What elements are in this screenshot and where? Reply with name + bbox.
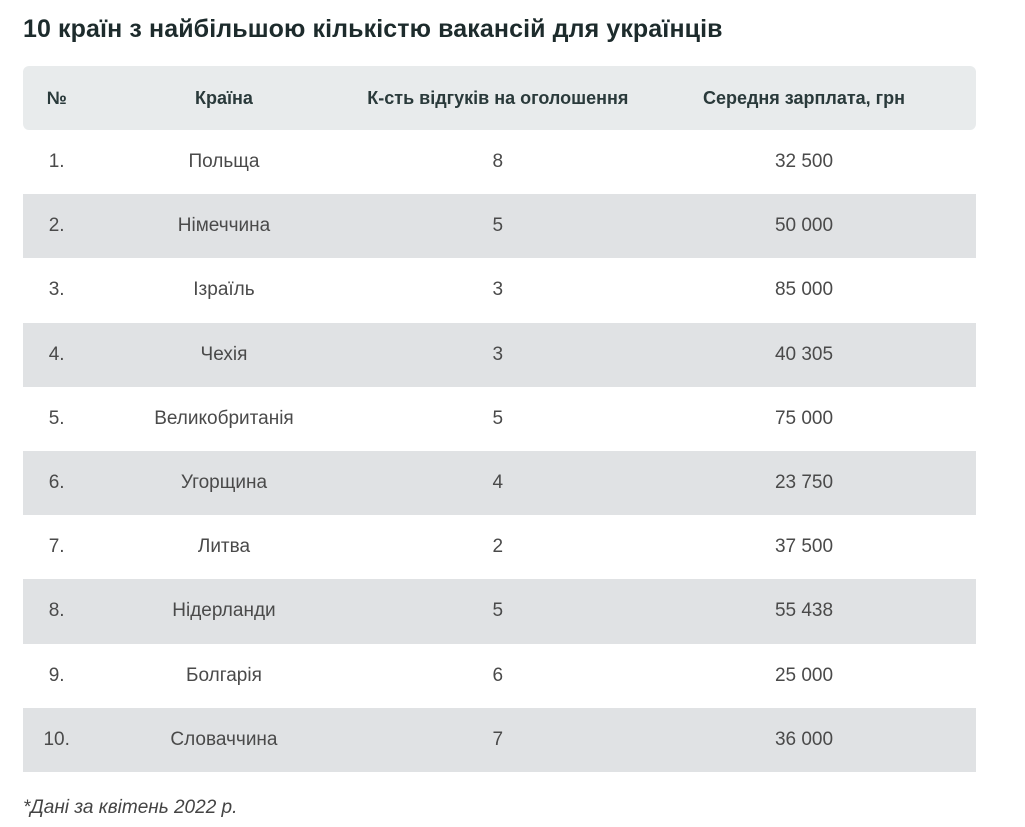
row-country: Чехія — [200, 343, 248, 365]
row-responses: 3 — [492, 279, 504, 301]
row-country: Німеччина — [177, 215, 271, 237]
header-number: № — [46, 88, 67, 108]
row-country: Нідерланди — [172, 600, 276, 622]
row-salary: 75 000 — [774, 407, 834, 429]
table-row: 4. Чехія 3 40 305 — [23, 322, 976, 387]
row-country: Болгарія — [186, 664, 262, 686]
row-responses: 7 — [492, 728, 504, 750]
row-responses: 8 — [492, 151, 504, 173]
row-country: Ізраїль — [193, 279, 255, 301]
row-responses: 5 — [492, 600, 504, 622]
table-row: 6. Угорщина 4 23 750 — [23, 450, 976, 516]
row-country: Словаччина — [170, 728, 278, 750]
row-number: 9. — [48, 664, 65, 686]
row-salary: 40 305 — [774, 343, 834, 365]
row-responses: 4 — [492, 472, 504, 494]
row-number: 7. — [48, 536, 65, 558]
header-responses: К-сть відгуків на оголошення — [367, 88, 629, 108]
table-row: 1. Польща 8 32 500 — [23, 130, 976, 194]
table-row: 5. Великобританія 5 75 000 — [23, 387, 976, 451]
row-salary: 55 438 — [774, 600, 834, 622]
row-salary: 23 750 — [774, 472, 834, 494]
row-country: Литва — [197, 536, 251, 558]
table-row: 9. Болгарія 6 25 000 — [23, 644, 976, 708]
row-salary: 85 000 — [774, 279, 834, 301]
footnote: *Дані за квітень 2022 р. — [23, 797, 238, 818]
header-country: Країна — [194, 88, 253, 108]
row-number: 1. — [48, 151, 65, 173]
row-responses: 2 — [492, 536, 504, 558]
header-salary: Середня зарплата, грн — [702, 88, 906, 108]
row-country: Великобританія — [154, 407, 294, 429]
row-salary: 25 000 — [774, 664, 834, 686]
table-row: 2. Німеччина 5 50 000 — [23, 194, 976, 259]
table-row: 7. Литва 2 37 500 — [23, 515, 976, 579]
table-row: 3. Ізраїль 3 85 000 — [23, 258, 976, 322]
row-number: 8. — [48, 600, 65, 622]
table-row: 8. Нідерланди 5 55 438 — [23, 579, 976, 644]
row-salary: 37 500 — [774, 536, 834, 558]
row-number: 3. — [48, 279, 65, 301]
row-salary: 50 000 — [774, 215, 834, 237]
vacancies-table: № Країна К-сть відгуків на оголошення Се… — [23, 66, 976, 772]
table-row: 10. Словаччина 7 36 000 — [23, 707, 976, 772]
row-responses: 6 — [492, 664, 504, 686]
row-number: 5. — [48, 407, 65, 429]
row-country: Польща — [188, 151, 260, 173]
row-responses: 3 — [492, 343, 504, 365]
row-responses: 5 — [492, 407, 504, 429]
table-header: № Країна К-сть відгуків на оголошення Се… — [23, 66, 976, 130]
row-salary: 36 000 — [774, 728, 834, 750]
row-responses: 5 — [492, 215, 504, 237]
row-number: 10. — [43, 728, 70, 750]
row-number: 4. — [48, 343, 65, 365]
row-number: 2. — [48, 215, 65, 237]
row-salary: 32 500 — [774, 151, 834, 173]
row-country: Угорщина — [180, 472, 268, 494]
page-title: 10 країн з найбільшою кількістю вакансій… — [23, 15, 723, 43]
row-number: 6. — [48, 472, 65, 494]
